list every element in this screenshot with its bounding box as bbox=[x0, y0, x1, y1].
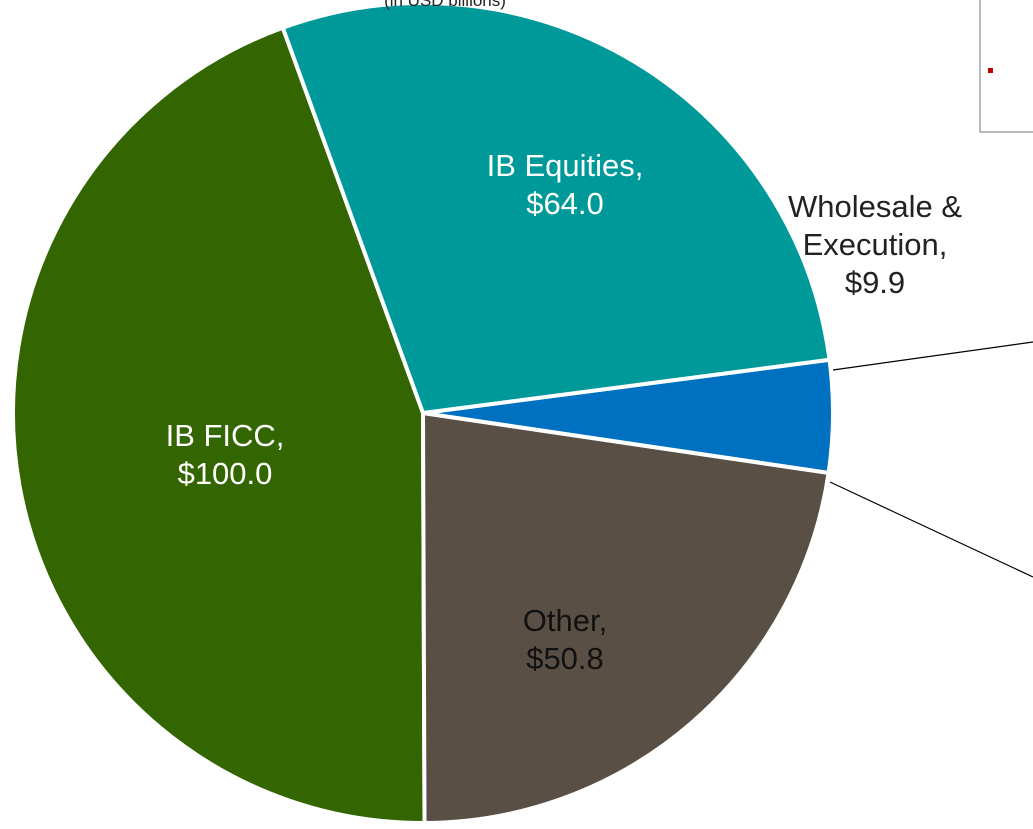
pie-slice bbox=[420, 410, 831, 826]
slice-label: IB FICC, $100.0 bbox=[166, 417, 285, 493]
leader-line bbox=[832, 341, 1033, 371]
slice-value: $100.0 bbox=[177, 456, 273, 491]
slice-value: $50.8 bbox=[526, 641, 604, 676]
slice-value: $64.0 bbox=[526, 186, 604, 221]
legend-box bbox=[979, 0, 1033, 133]
slice-label: Other, $50.8 bbox=[523, 602, 607, 678]
chart-subtitle: (in USD billions) bbox=[384, 0, 506, 10]
leader-line bbox=[829, 481, 1033, 578]
slice-category: Other, bbox=[522, 603, 608, 638]
slice-category: IB FICC, bbox=[165, 418, 285, 453]
legend-swatch bbox=[988, 68, 993, 73]
slice-category: Wholesale & Execution, bbox=[787, 189, 963, 262]
pie-slice bbox=[280, 1, 832, 416]
slice-label: Wholesale & Execution, $9.9 bbox=[780, 188, 970, 302]
slice-label: IB Equities, $64.0 bbox=[487, 147, 644, 223]
slice-value: $9.9 bbox=[844, 265, 906, 300]
pie-slice bbox=[11, 25, 427, 825]
slice-category: IB Equities, bbox=[486, 148, 644, 183]
